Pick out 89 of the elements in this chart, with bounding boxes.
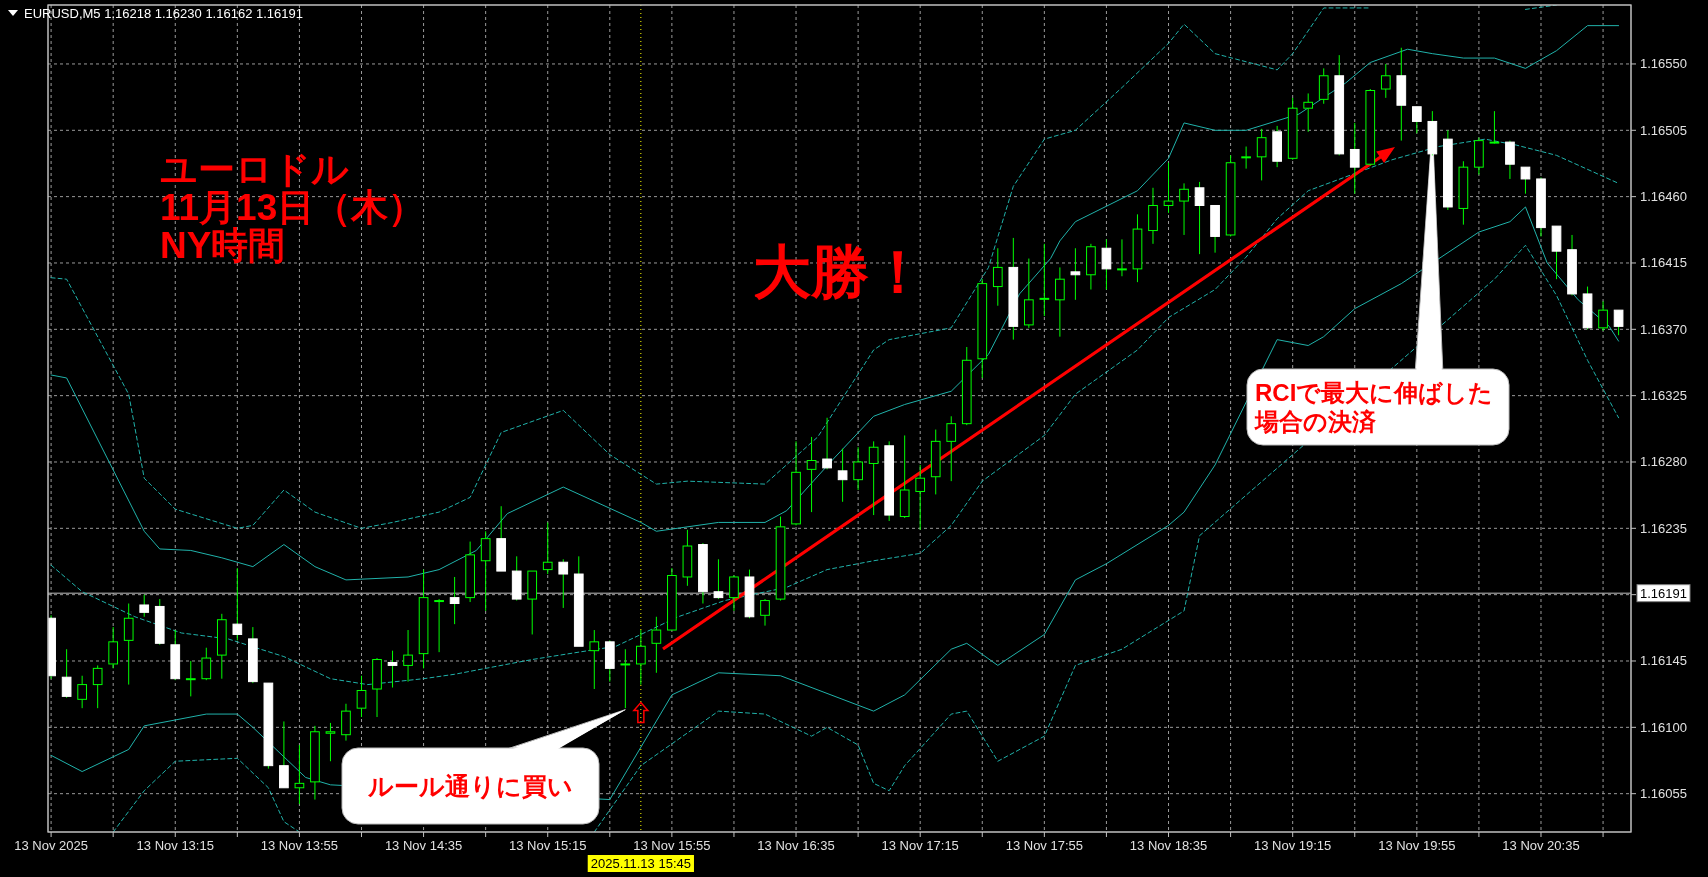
ref-label: 2025.11.13 15:45 [587, 855, 694, 872]
x-tick-label: 13 Nov 14:35 [384, 838, 463, 853]
candlestick [1163, 162, 1174, 214]
candlestick [434, 598, 444, 653]
candlestick [1039, 243, 1050, 317]
annotation: 大勝！ [753, 239, 927, 304]
x-tick-label: 13 Nov 20:35 [1502, 838, 1580, 853]
candlestick [1241, 146, 1251, 170]
candlestick [589, 629, 600, 690]
candlestick [403, 629, 413, 683]
candlestick [1349, 122, 1360, 195]
candlestick [1489, 110, 1500, 145]
candlestick [92, 664, 103, 709]
line-series [50, 138, 1620, 686]
candlestick [822, 417, 832, 470]
candlestick [139, 594, 150, 618]
candlestick [279, 720, 289, 789]
ref-label: 1.16191 [1636, 584, 1691, 603]
annotation: ルール通りに買い [367, 772, 573, 800]
candlestick [123, 603, 134, 686]
candlestick [915, 464, 926, 531]
candlestick [1179, 182, 1189, 236]
ref-line-label: 1.16191 [1640, 585, 1687, 601]
candlestick [1613, 309, 1624, 336]
candlestick [806, 436, 817, 513]
candlestick [185, 660, 196, 697]
x-tick-label: 13 Nov 17:55 [1005, 838, 1084, 853]
x-tick-label: 13 Nov 19:15 [1254, 838, 1332, 853]
candlestick [356, 675, 367, 718]
y-tick-label: 1.16415 [1640, 255, 1687, 271]
x-tick-label: 13 Nov 13:55 [260, 838, 339, 853]
y-tick-label: 1.16460 [1640, 189, 1687, 205]
candlestick [992, 247, 1003, 307]
candlestick [868, 440, 879, 516]
x-tick-label: 13 Nov 17:15 [881, 838, 959, 853]
candlestick [713, 558, 724, 600]
candlestick [77, 675, 87, 709]
x-tick-label: 13 Nov 19:55 [1378, 838, 1456, 853]
candlestick [946, 415, 957, 482]
candlestick [108, 626, 119, 669]
candlestick [1380, 63, 1391, 99]
candlestick [651, 616, 662, 674]
x-tick-label: 13 Nov 15:55 [633, 838, 711, 853]
candlestick [853, 446, 863, 491]
annotation: ユーロドル 11月13日（木） NY時間 [160, 149, 426, 266]
candlestick [201, 647, 212, 681]
x-tick-label: 13 Nov 18:35 [1129, 838, 1208, 853]
candlestick [558, 558, 569, 609]
candlestick [729, 575, 739, 612]
y-tick-label: 1.16550 [1640, 56, 1687, 72]
y-tick-label: 1.16100 [1640, 719, 1687, 735]
y-tick-label: 1.16325 [1640, 388, 1687, 404]
y-tick-label: 1.16280 [1640, 454, 1687, 470]
x-tick-label: 13 Nov 2025 [14, 838, 88, 853]
candlestick [1598, 300, 1608, 332]
candlestick [232, 567, 243, 641]
candlestick [636, 629, 646, 686]
y-tick-label: 1.16235 [1640, 520, 1687, 536]
candlestick [341, 703, 351, 742]
candlestick [480, 530, 491, 612]
candlestick [1303, 92, 1314, 133]
y-tick-label: 1.16370 [1640, 321, 1687, 337]
x-tick-label: 13 Nov 16:35 [757, 838, 835, 853]
candlestick [542, 521, 553, 575]
candlestick [1117, 238, 1127, 277]
candlestick [1194, 181, 1205, 255]
candlestick [1055, 266, 1065, 338]
line-series [50, 25, 1620, 581]
candlestick [1411, 106, 1422, 134]
candlestick [325, 722, 336, 762]
candlestick [1070, 247, 1081, 301]
candlestick [1101, 238, 1112, 291]
y-tick-label: 1.16505 [1640, 122, 1687, 138]
y-tick-label: 1.16055 [1640, 786, 1687, 802]
candlestick [61, 648, 72, 699]
candlestick [1318, 67, 1329, 105]
candlestick [1520, 166, 1531, 195]
annotation: RCIで最大に伸ばした場合の決済 [1254, 379, 1494, 436]
candlestick [1256, 128, 1267, 181]
candlestick [387, 650, 398, 689]
candlestick [837, 448, 848, 503]
x-tick-label: 13 Nov 13:15 [136, 838, 214, 853]
candlestick [760, 598, 770, 627]
y-tick-label: 1.16145 [1640, 653, 1687, 669]
candlestick [449, 576, 460, 625]
candlestick [294, 744, 305, 805]
candlestick [620, 648, 631, 709]
candlestick [1505, 140, 1515, 180]
x-tick-label: 13 Nov 15:15 [509, 838, 587, 853]
